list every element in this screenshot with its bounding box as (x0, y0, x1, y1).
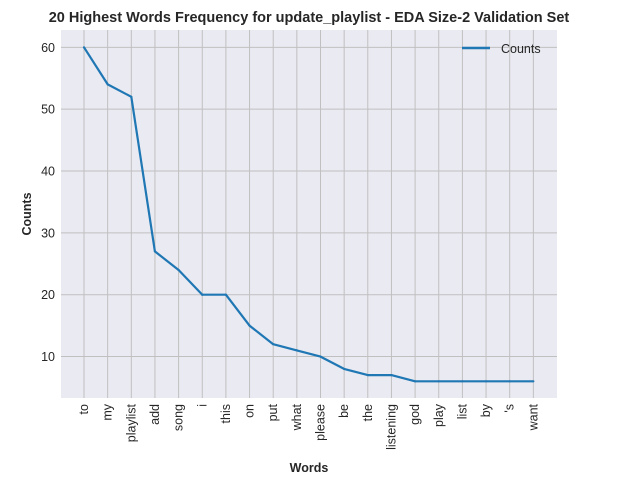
y-tick-label: 60 (41, 41, 55, 55)
x-tick-label: put (266, 403, 280, 421)
data-point (484, 380, 488, 383)
data-point (82, 46, 86, 49)
x-tick-label: god (408, 404, 422, 425)
x-tick-label: 's (503, 404, 517, 413)
data-point (366, 374, 369, 377)
data-point (295, 349, 298, 352)
grid (61, 30, 557, 398)
data-point (272, 343, 275, 346)
x-tick-label: this (219, 404, 233, 423)
x-tick-label: be (337, 404, 351, 418)
y-axis-label: Counts (20, 192, 34, 235)
x-tick-label: i (195, 404, 209, 407)
x-tick-label: add (148, 404, 162, 425)
data-point (390, 374, 393, 377)
legend: Counts (462, 42, 541, 56)
data-point (248, 324, 251, 327)
data-point (224, 293, 227, 296)
data-point (461, 380, 464, 383)
x-tick-label: by (479, 403, 493, 417)
legend-label-counts: Counts (501, 42, 541, 56)
y-tick-label: 40 (41, 165, 55, 179)
data-point (177, 268, 180, 272)
x-tick-label: the (361, 404, 375, 421)
data-point (130, 95, 133, 98)
y-axis: 10 20 30 40 50 60 (41, 41, 55, 364)
data-point (153, 250, 157, 253)
x-tick-label: my (101, 403, 115, 420)
x-tick-label: on (243, 404, 257, 418)
data-point (201, 293, 204, 296)
data-point (508, 380, 511, 383)
y-tick-label: 10 (41, 350, 55, 364)
y-tick-label: 20 (41, 288, 55, 302)
data-point (343, 367, 346, 371)
x-tick-label: want (526, 403, 540, 431)
y-tick-label: 50 (41, 103, 55, 117)
x-tick-label: song (172, 404, 186, 431)
x-tick-label: play (432, 403, 446, 427)
x-tick-label: to (77, 404, 91, 414)
x-tick-label: what (290, 403, 304, 431)
x-axis-label: Words (290, 461, 329, 475)
x-tick-label: please (314, 404, 328, 441)
plot-area (61, 30, 557, 398)
x-tick-label: listening (384, 404, 398, 450)
x-axis: to my playlist add song i this on put what please b… (77, 403, 540, 450)
series-line-counts (83, 46, 534, 383)
data-point (532, 380, 535, 383)
data-point (106, 83, 109, 86)
series-layer (82, 46, 535, 383)
data-point (414, 380, 417, 383)
x-tick-label: list (455, 403, 469, 419)
x-tick-label: playlist (124, 403, 138, 442)
data-point (319, 355, 322, 358)
data-point (437, 380, 440, 383)
chart-title: 20 Highest Words Frequency for update_pl… (49, 10, 570, 26)
y-tick-label: 30 (41, 226, 55, 240)
